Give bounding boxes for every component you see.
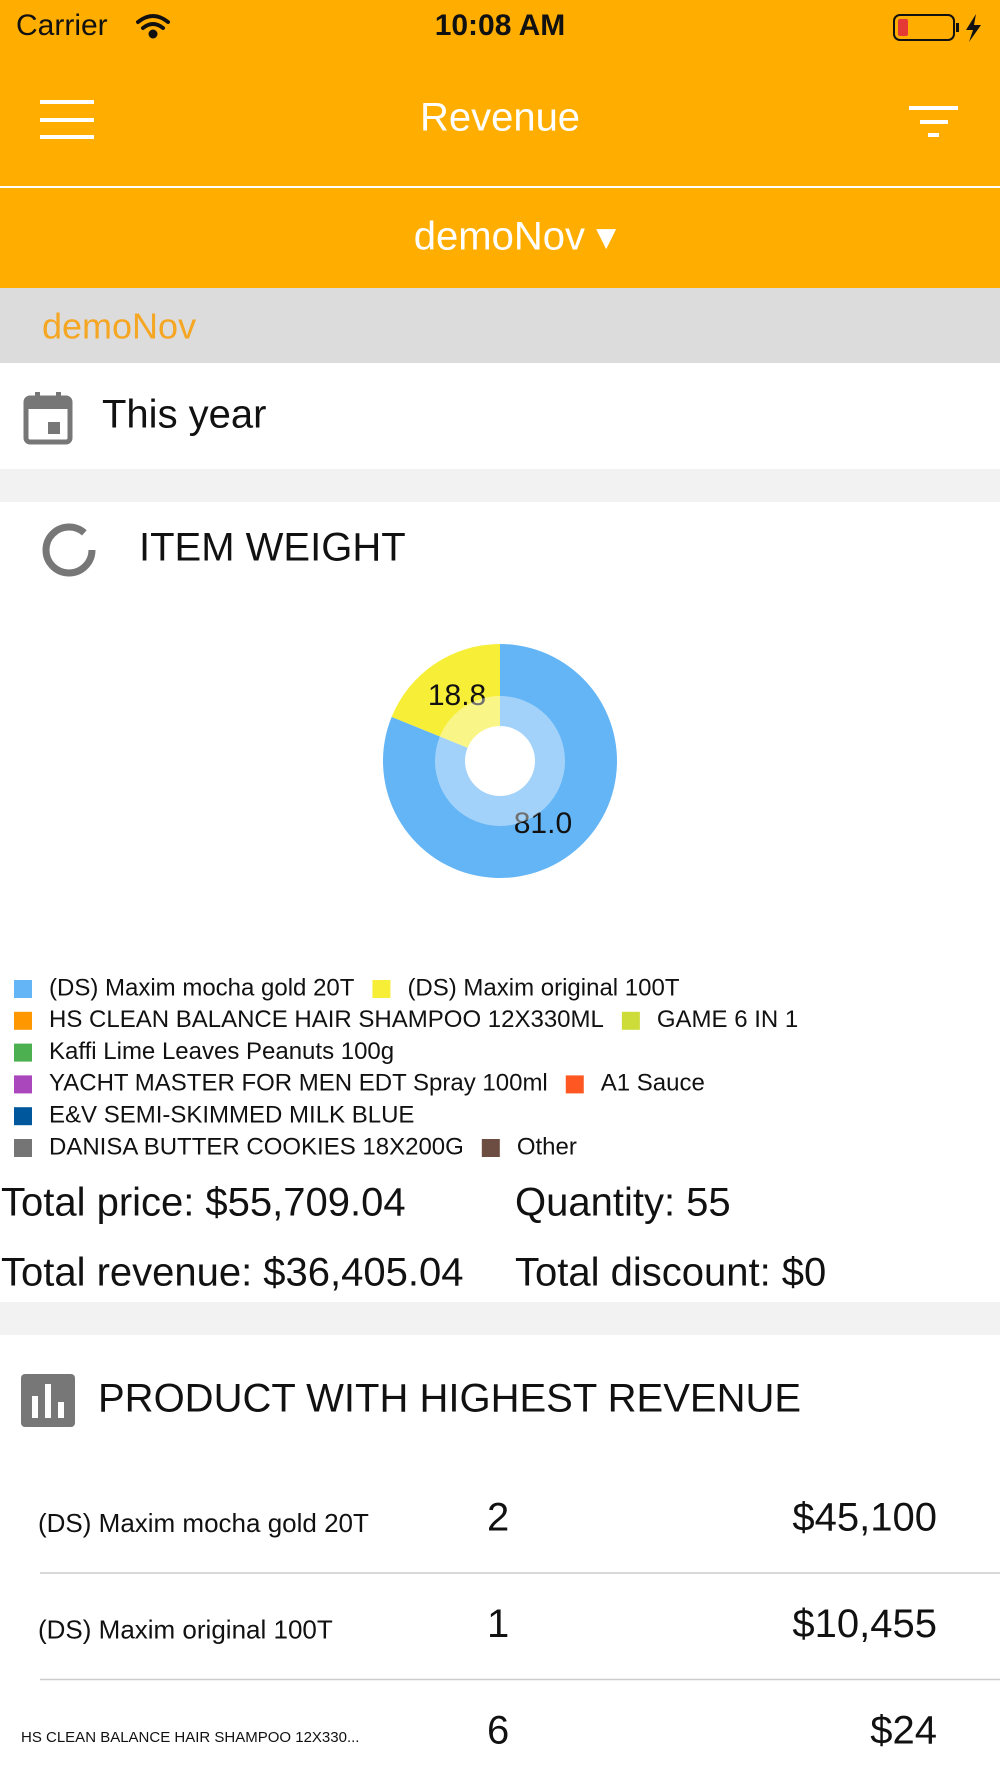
filter-button[interactable]: [909, 106, 958, 137]
ring-icon: [42, 523, 96, 577]
legend-swatch: [14, 1043, 32, 1062]
product-revenue: $45,100: [792, 1496, 937, 1540]
header-bg: [0, 0, 1000, 288]
product-name: HS CLEAN BALANCE HAIR SHAMPOO 12X330...: [21, 1729, 359, 1746]
legend-label: A1 Sauce: [601, 1070, 705, 1097]
legend-swatch: [14, 1075, 32, 1094]
legend-label: E&V SEMI-SKIMMED MILK BLUE: [49, 1102, 414, 1129]
legend-label: HS CLEAN BALANCE HAIR SHAMPOO 12X330ML: [49, 1006, 604, 1033]
pie-slice: [383, 644, 618, 879]
menu-button[interactable]: [40, 100, 94, 139]
section-heading: ITEM WEIGHT: [139, 526, 406, 570]
legend-swatch: [14, 1011, 32, 1030]
clock: 10:08 AM: [435, 9, 566, 42]
legend-swatch: [481, 1139, 500, 1157]
total-value: $0: [782, 1251, 827, 1295]
total-value: 55: [686, 1181, 731, 1225]
bar-chart-icon: [21, 1374, 75, 1427]
period-selector[interactable]: This year: [102, 393, 267, 437]
store-dropdown[interactable]: demoNov ▾: [414, 215, 616, 259]
legend-swatch: [621, 1011, 640, 1030]
product-quantity: 1: [487, 1602, 509, 1646]
calendar-icon: [23, 392, 73, 445]
product-name: (DS) Maxim mocha gold 20T: [38, 1508, 369, 1538]
legend-swatch: [565, 1075, 584, 1094]
inner-ring-highlight: [435, 696, 565, 826]
store-band: [0, 288, 1000, 363]
pie-slice: [391, 644, 500, 748]
total-label: Total price:: [1, 1181, 194, 1225]
section-heading: PRODUCT WITH HIGHEST REVENUE: [98, 1377, 801, 1421]
total-label: Total discount:: [515, 1251, 771, 1295]
product-quantity: 6: [487, 1709, 509, 1753]
legend-label: (DS) Maxim mocha gold 20T: [49, 974, 355, 1001]
product-revenue: $10,455: [792, 1602, 937, 1646]
total-value: $55,709.04: [205, 1181, 405, 1225]
legend-label: GAME 6 IN 1: [657, 1006, 798, 1033]
legend: (DS) Maxim mocha gold 20T (DS) Maxim orig…: [14, 974, 798, 1160]
legend-label: Other: [517, 1133, 577, 1160]
gap: [0, 1302, 1000, 1335]
store-label: demoNov: [42, 306, 196, 347]
legend-label: DANISA BUTTER COOKIES 18X200G: [49, 1133, 464, 1160]
gap: [0, 469, 1000, 502]
product-table: (DS) Maxim mocha gold 20T 2 $45,100 (DS) Ma…: [21, 1496, 1000, 1753]
nav-title: Revenue: [420, 96, 580, 140]
total-label: Total revenue:: [1, 1251, 252, 1295]
carrier: Carrier: [16, 9, 108, 42]
product-revenue: $24: [870, 1709, 937, 1753]
product-quantity: 2: [487, 1496, 509, 1540]
legend-swatch: [14, 1107, 32, 1126]
legend-swatch: [14, 980, 32, 998]
total-value: $36,405.04: [263, 1251, 463, 1295]
donut-chart: 81.0 18.8: [383, 644, 618, 879]
slice-label: 18.8: [428, 679, 486, 712]
legend-label: Kaffi Lime Leaves Peanuts 100g: [49, 1038, 394, 1065]
total-label: Quantity:: [515, 1181, 675, 1225]
legend-label: YACHT MASTER FOR MEN EDT Spray 100ml: [49, 1070, 548, 1097]
wifi-icon: [136, 14, 170, 39]
slice-label: 81.0: [514, 807, 572, 840]
product-name: (DS) Maxim original 100T: [38, 1614, 333, 1644]
legend-swatch: [372, 980, 391, 998]
legend-swatch: [14, 1139, 32, 1157]
totals: Total price: $55,709.04 Quantity: 55 Total r…: [1, 1181, 826, 1295]
battery-icon: [893, 14, 981, 42]
legend-label: (DS) Maxim original 100T: [407, 974, 679, 1001]
